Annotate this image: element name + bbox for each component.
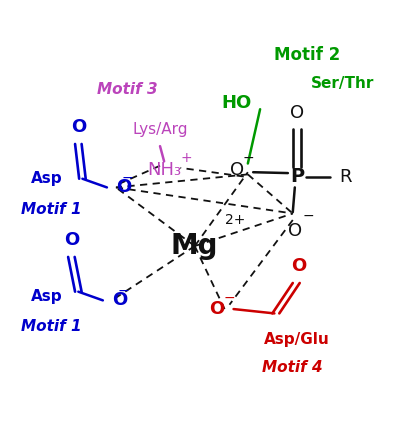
Text: Motif 4: Motif 4: [262, 360, 322, 375]
Text: +: +: [180, 151, 192, 165]
Text: O: O: [291, 257, 306, 275]
Text: O: O: [287, 222, 301, 240]
Text: Motif 1: Motif 1: [21, 202, 82, 216]
Text: −: −: [242, 151, 253, 165]
Text: HO: HO: [221, 94, 252, 112]
Text: Ser/Thr: Ser/Thr: [311, 76, 374, 91]
Text: NH₃: NH₃: [147, 161, 181, 179]
Text: Motif 1: Motif 1: [21, 319, 82, 334]
Text: O: O: [229, 161, 243, 179]
Text: Asp: Asp: [31, 171, 63, 186]
Text: Mg: Mg: [171, 232, 218, 260]
Text: −: −: [121, 171, 133, 185]
Text: Asp: Asp: [31, 289, 63, 304]
Text: −: −: [117, 284, 129, 298]
Text: 2+: 2+: [225, 213, 245, 227]
Text: O: O: [289, 104, 303, 122]
Text: O: O: [112, 291, 127, 309]
Text: −: −: [301, 209, 313, 223]
Text: O: O: [64, 231, 79, 249]
Text: O: O: [71, 118, 86, 136]
Text: −: −: [223, 291, 235, 305]
Text: R: R: [339, 168, 351, 186]
Text: O: O: [116, 178, 131, 196]
Text: P: P: [289, 167, 303, 186]
Text: Lys/Arg: Lys/Arg: [132, 122, 188, 137]
Text: Motif 2: Motif 2: [273, 46, 339, 64]
Text: Motif 3: Motif 3: [97, 82, 157, 97]
Text: O: O: [209, 300, 224, 318]
Text: Asp/Glu: Asp/Glu: [263, 332, 329, 347]
